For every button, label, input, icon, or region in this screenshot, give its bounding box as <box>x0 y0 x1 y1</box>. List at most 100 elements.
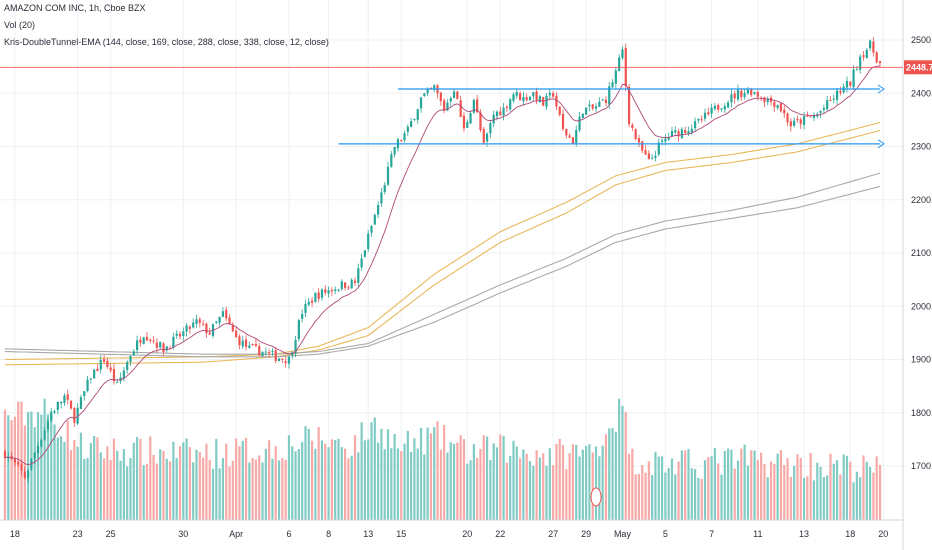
candle-body[interactable] <box>248 345 251 348</box>
candle-body[interactable] <box>350 279 353 289</box>
candle-body[interactable] <box>383 185 386 193</box>
candle-body[interactable] <box>443 100 446 111</box>
candle-body[interactable] <box>561 113 565 129</box>
candle-body[interactable] <box>581 113 584 119</box>
candle-body[interactable] <box>717 104 720 110</box>
candle-body[interactable] <box>149 339 152 342</box>
candle-body[interactable] <box>106 360 109 368</box>
candle-body[interactable] <box>482 128 485 143</box>
candle-body[interactable] <box>423 93 426 96</box>
candle-body[interactable] <box>852 69 855 88</box>
candle-body[interactable] <box>779 103 783 112</box>
candle-body[interactable] <box>155 342 158 348</box>
candle-body[interactable] <box>647 153 650 160</box>
candle-body[interactable] <box>462 115 466 129</box>
candle-body[interactable] <box>793 120 796 126</box>
candle-body[interactable] <box>727 102 730 108</box>
candle-body[interactable] <box>502 107 505 116</box>
candle-body[interactable] <box>872 41 875 53</box>
candle-body[interactable] <box>50 412 53 421</box>
candle-body[interactable] <box>855 69 858 71</box>
candle-body[interactable] <box>281 359 284 361</box>
candle-body[interactable] <box>314 292 317 302</box>
candle-body[interactable] <box>53 411 56 413</box>
candle-body[interactable] <box>868 40 872 49</box>
candle-body[interactable] <box>657 142 660 155</box>
candle-body[interactable] <box>238 336 241 346</box>
candle-body[interactable] <box>627 86 631 125</box>
candle-body[interactable] <box>79 397 83 409</box>
candle-body[interactable] <box>495 111 499 117</box>
candle-body[interactable] <box>258 346 261 356</box>
candle-body[interactable] <box>254 344 258 346</box>
candle-body[interactable] <box>159 342 162 348</box>
candle-body[interactable] <box>188 326 192 329</box>
candle-body[interactable] <box>327 290 330 294</box>
candle-body[interactable] <box>693 121 697 129</box>
candle-body[interactable] <box>618 57 621 72</box>
candle-body[interactable] <box>132 351 135 356</box>
candle-body[interactable] <box>46 421 50 430</box>
candle-body[interactable] <box>601 99 604 101</box>
candle-body[interactable] <box>17 461 20 465</box>
candle-body[interactable] <box>700 119 703 121</box>
candle-body[interactable] <box>489 123 492 134</box>
candle-body[interactable] <box>505 106 508 109</box>
candle-body[interactable] <box>644 150 647 155</box>
candle-body[interactable] <box>347 287 350 289</box>
candle-body[interactable] <box>377 204 380 215</box>
candle-body[interactable] <box>509 99 512 110</box>
candle-body[interactable] <box>439 92 442 101</box>
candle-body[interactable] <box>152 340 155 342</box>
candle-body[interactable] <box>235 330 238 338</box>
candle-body[interactable] <box>469 113 472 124</box>
candle-body[interactable] <box>271 351 274 353</box>
symbol-legend[interactable]: AMAZON COM INC, 1h, Cboe BZX <box>4 3 146 13</box>
candle-body[interactable] <box>135 340 139 351</box>
candle-body[interactable] <box>829 99 832 101</box>
candle-body[interactable] <box>588 104 591 107</box>
candle-body[interactable] <box>182 331 185 337</box>
candle-body[interactable] <box>109 367 112 371</box>
candle-body[interactable] <box>99 360 102 370</box>
candle-body[interactable] <box>746 89 750 94</box>
candle-body[interactable] <box>476 99 479 113</box>
candle-body[interactable] <box>172 336 175 348</box>
candle-body[interactable] <box>677 131 680 137</box>
candle-body[interactable] <box>116 382 119 384</box>
candle-body[interactable] <box>654 155 657 158</box>
candle-body[interactable] <box>268 351 271 353</box>
candle-body[interactable] <box>684 130 687 134</box>
candle-body[interactable] <box>578 116 581 131</box>
candle-body[interactable] <box>102 359 106 362</box>
candle-body[interactable] <box>571 137 575 145</box>
candle-body[interactable] <box>60 401 63 404</box>
candle-body[interactable] <box>479 112 482 131</box>
candle-body[interactable] <box>552 93 555 97</box>
candle-body[interactable] <box>670 130 674 137</box>
candle-body[interactable] <box>789 121 792 127</box>
candle-body[interactable] <box>865 49 868 59</box>
candle-body[interactable] <box>231 325 234 332</box>
candle-body[interactable] <box>575 129 578 144</box>
candle-body[interactable] <box>426 88 429 94</box>
candle-body[interactable] <box>565 128 568 136</box>
candle-body[interactable] <box>568 135 571 138</box>
candle-body[interactable] <box>452 91 456 99</box>
candle-body[interactable] <box>373 214 376 225</box>
candle-body[interactable] <box>664 138 667 142</box>
candle-body[interactable] <box>667 137 670 140</box>
candle-body[interactable] <box>812 115 816 118</box>
candle-body[interactable] <box>27 470 30 479</box>
candle-body[interactable] <box>532 92 535 97</box>
candle-body[interactable] <box>20 464 23 471</box>
candle-body[interactable] <box>472 99 475 113</box>
candle-body[interactable] <box>337 289 340 291</box>
candle-body[interactable] <box>367 233 370 250</box>
candle-body[interactable] <box>56 401 59 410</box>
candle-body[interactable] <box>13 458 17 463</box>
candle-body[interactable] <box>499 111 502 116</box>
candle-body[interactable] <box>802 116 806 126</box>
candle-body[interactable] <box>357 268 360 283</box>
candle-body[interactable] <box>23 471 26 478</box>
